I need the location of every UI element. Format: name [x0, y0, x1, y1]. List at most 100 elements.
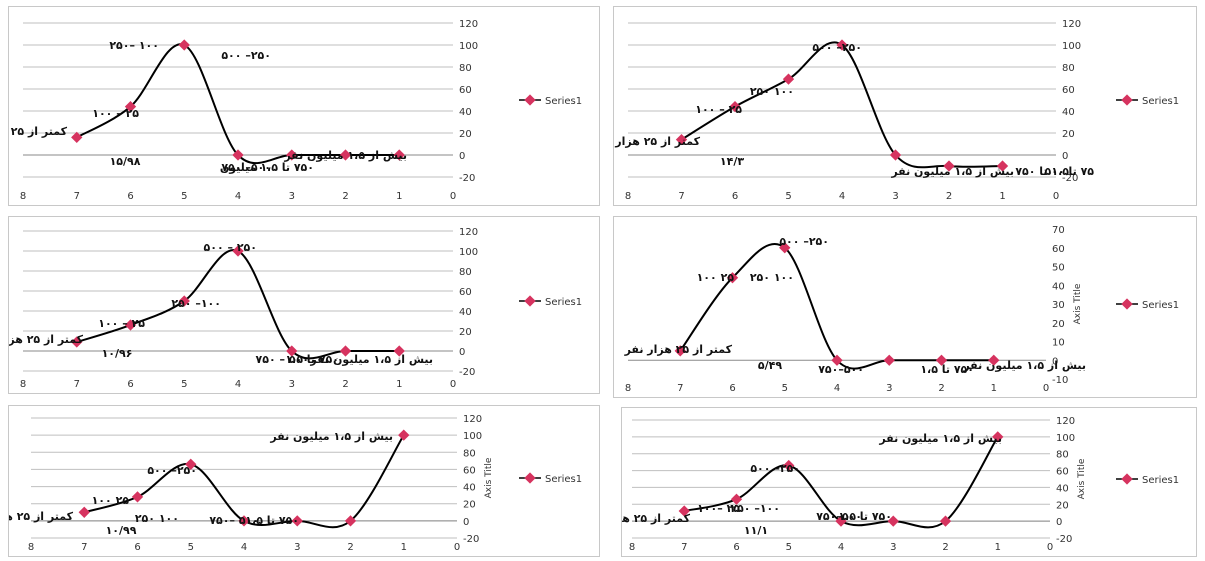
- y-tick-label: 50: [1052, 263, 1065, 274]
- y-tick-label: 10: [1052, 338, 1065, 349]
- legend-label: Series1: [545, 474, 582, 485]
- x-tick-label: 0: [450, 191, 456, 202]
- y-tick-label: 40: [459, 107, 472, 118]
- x-tick-label: 1: [991, 383, 997, 394]
- y-tick-label: 100: [459, 247, 478, 258]
- y-tick-label: -20: [1056, 534, 1072, 545]
- y-tick-label: 20: [1062, 129, 1075, 140]
- legend-marker: [1121, 298, 1133, 310]
- x-tick-label: 3: [294, 542, 300, 553]
- annotation-value: ۱۴/۳: [720, 155, 744, 168]
- y-tick-label: 0: [1056, 517, 1062, 528]
- x-tick-label: 0: [450, 379, 456, 390]
- y-tick-label: -20: [463, 534, 479, 545]
- x-tick-label: 0: [454, 542, 460, 553]
- x-tick-label: 4: [241, 542, 247, 553]
- x-tick-label: 1: [995, 542, 1001, 553]
- data-point-marker: [935, 354, 948, 366]
- data-point-marker: [836, 39, 848, 51]
- x-tick-label: 2: [938, 383, 944, 394]
- x-tick-label: 8: [625, 191, 631, 202]
- y-tick-label: 0: [1062, 151, 1068, 162]
- x-tick-label: 8: [625, 383, 631, 394]
- x-tick-label: 0: [1053, 191, 1059, 202]
- x-tick-label: 3: [886, 383, 892, 394]
- x-tick-label: 7: [678, 191, 684, 202]
- y-tick-label: 40: [459, 307, 472, 318]
- point-label: ۷۵ تا ۵۰۰: [1044, 165, 1094, 178]
- y-tick-label: 100: [459, 41, 478, 52]
- data-point-marker: [286, 149, 298, 161]
- point-label: ۵۰۰–۷۵۰: [816, 510, 862, 523]
- y-tick-label: 60: [1056, 467, 1069, 478]
- point-label: ۵۰۰ –۷۵۰: [209, 514, 259, 527]
- x-tick-label: 3: [289, 191, 295, 202]
- x-tick-label: 2: [946, 191, 952, 202]
- data-point-marker: [988, 354, 1000, 366]
- point-label: ۱۰۰– ۲۵۰: [171, 297, 221, 310]
- y-axis-title: Axis Title: [1073, 283, 1083, 324]
- point-label: ۵۰۰–۷۵۰: [818, 363, 864, 376]
- legend-label: Series1: [1142, 475, 1179, 486]
- y-tick-label: -10: [1052, 375, 1068, 386]
- y-axis-title: Axis Title: [1077, 458, 1087, 499]
- chart-panel-bottom-right: 120 100 80 60 40 20 0 -20 8 7 6 5 4 3 2 1 0 Axis Title کمت…: [621, 407, 1197, 557]
- y-tick-label: 20: [1052, 319, 1065, 330]
- point-label: بیش از ۱،۵ میلیون نفر: [283, 149, 407, 162]
- x-tick-label: 4: [235, 191, 241, 202]
- y-tick-label: 60: [1052, 244, 1065, 255]
- point-label: ۲۵۰– ۵۰۰: [750, 462, 800, 475]
- data-point-marker: [286, 345, 298, 357]
- legend-marker: [524, 94, 536, 106]
- x-tick-label: 6: [134, 542, 140, 553]
- point-label: کمتر از ۲۵ هزار نفر: [614, 135, 701, 148]
- point-label: کمتر از ۲۵ هزار نفر: [9, 125, 68, 138]
- point-label: کمتر از ۲۵ هزار نفر: [622, 512, 691, 525]
- data-point-marker: [393, 345, 405, 357]
- point-label: ۱۰۰ ۲۵۰: [750, 271, 794, 284]
- point-label: ۱،۵ تا ۷۵۰: [1015, 165, 1069, 178]
- x-tick-label: 8: [20, 191, 26, 202]
- x-tick-label: 6: [732, 191, 738, 202]
- y-tick-label: 20: [1056, 500, 1069, 511]
- x-tick-label: 1: [396, 379, 402, 390]
- x-tick-label: 6: [733, 542, 739, 553]
- x-tick-label: 2: [342, 379, 348, 390]
- point-label: ۱۰۰– ۲۵۰: [730, 502, 780, 515]
- y-tick-label: 0: [463, 517, 469, 528]
- point-label: ۱۰۰ –۲۵۰: [109, 39, 159, 52]
- y-tick-label: 40: [1062, 107, 1075, 118]
- data-point-marker: [131, 491, 144, 503]
- x-tick-label: 4: [839, 191, 845, 202]
- x-tick-label: 8: [28, 542, 34, 553]
- x-tick-label: 3: [289, 379, 295, 390]
- point-label: بیش از ۱،۵ میلیون نفر: [309, 353, 433, 366]
- point-label: ۲۵ ۱۰۰: [697, 271, 735, 284]
- y-tick-label: -20: [459, 173, 475, 184]
- y-tick-label: 100: [1056, 433, 1075, 444]
- y-tick-label: 40: [1052, 281, 1065, 292]
- y-tick-label: 80: [459, 63, 472, 74]
- x-tick-label: 5: [188, 542, 194, 553]
- point-label: ۷۵۰ تا ۱،۵: [920, 363, 974, 376]
- data-point-marker: [883, 354, 895, 366]
- legend-marker: [524, 472, 536, 484]
- x-tick-label: 7: [74, 379, 80, 390]
- chart-panel-bottom-left: 120 100 80 60 40 20 0 -20 8 7 6 5 4 3 2 1 0 Axis Title کمت…: [8, 405, 600, 557]
- chart-panel-middle-right: 70 60 50 40 30 20 10 0 -10 8 7 6 5 4 3 2 1 0 Axis Title کمت…: [613, 216, 1197, 398]
- y-tick-label: 40: [463, 483, 476, 494]
- point-label: ۲۵۰– ۵۰۰: [812, 41, 862, 54]
- x-tick-label: 7: [677, 383, 683, 394]
- legend-label: Series1: [1142, 300, 1179, 311]
- y-tick-label: -20: [1062, 173, 1078, 184]
- annotation-value: ۵/۴۹: [758, 359, 782, 372]
- point-label: ۲۵ – ۱۰۰: [98, 317, 145, 330]
- y-tick-label: 80: [459, 267, 472, 278]
- x-tick-label: 6: [127, 191, 133, 202]
- point-label: بیش از ۱،۵ میلیون نفر: [878, 432, 1002, 445]
- x-tick-label: 2: [342, 191, 348, 202]
